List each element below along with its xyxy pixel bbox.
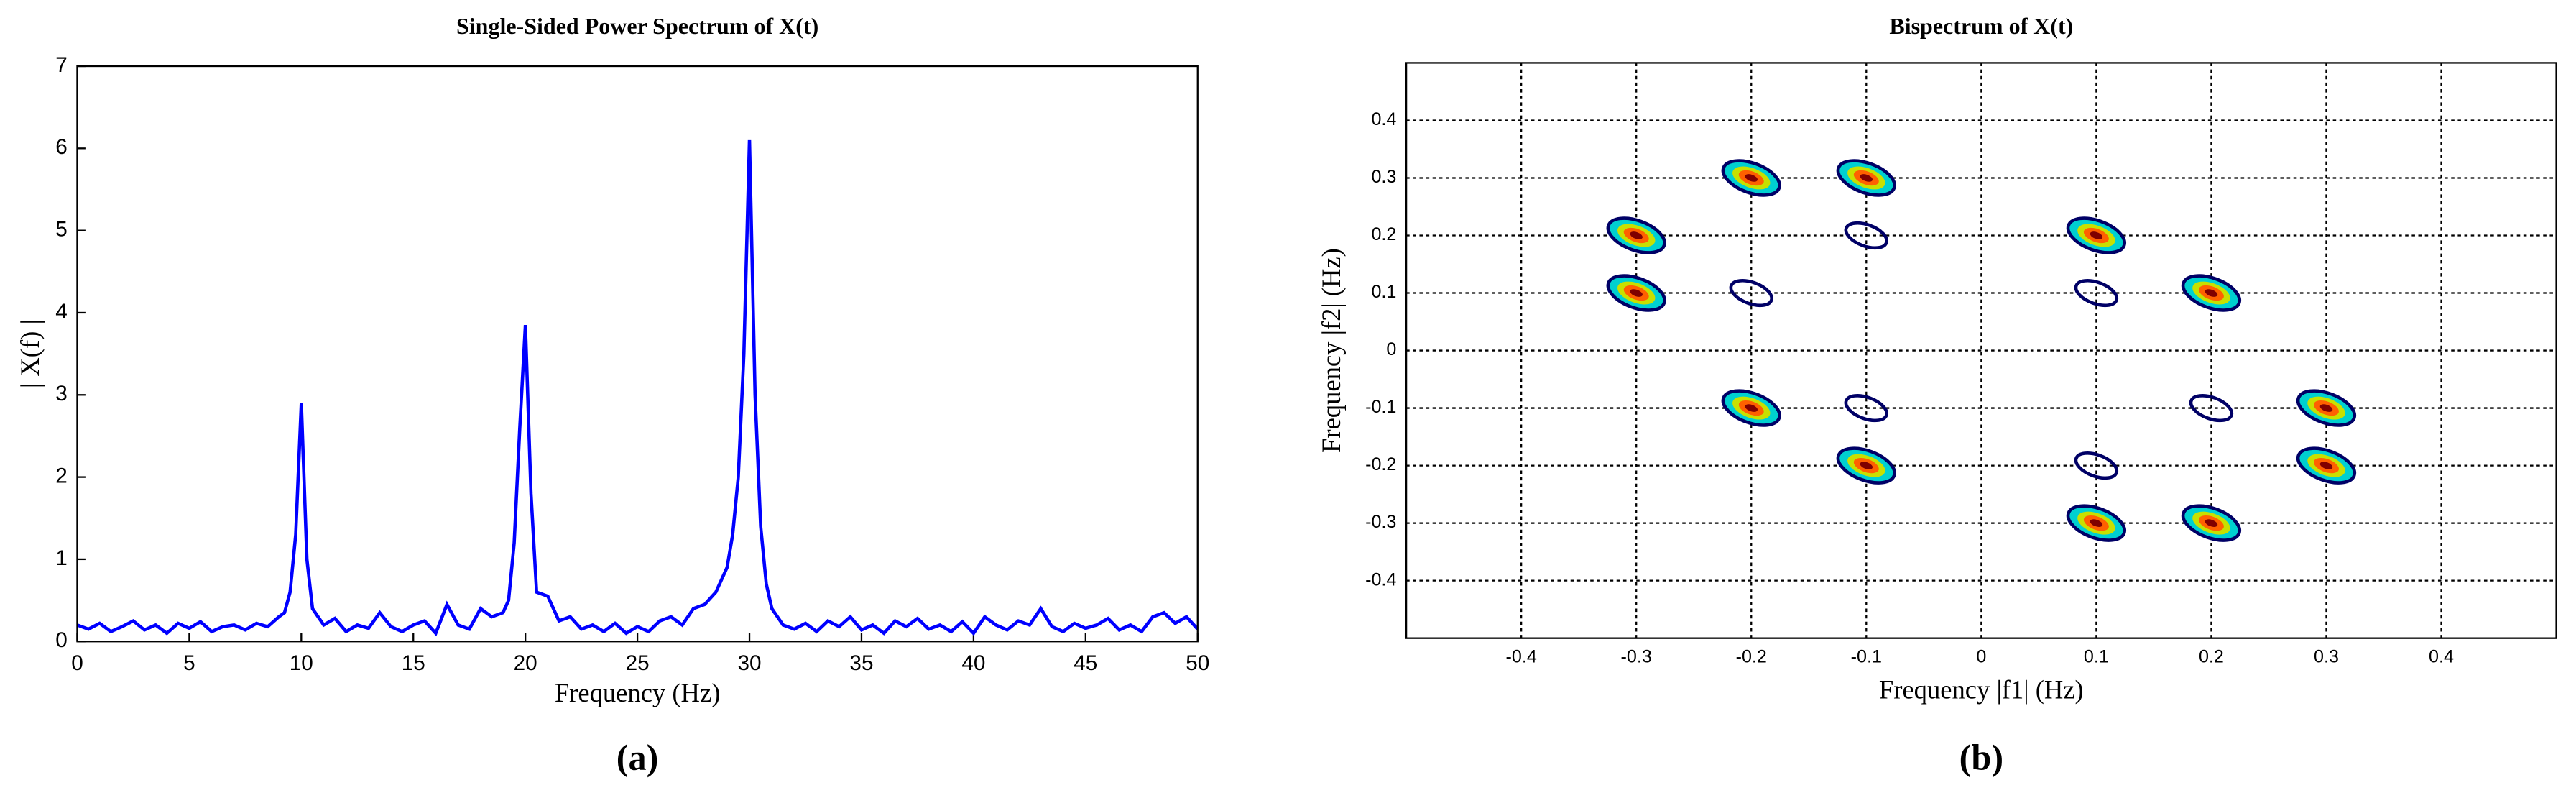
contour-core bbox=[2090, 519, 2103, 527]
bispectrum-peak bbox=[1606, 274, 1666, 312]
x-tick-label: 0 bbox=[71, 651, 83, 675]
y-tick-label: -0.2 bbox=[1365, 454, 1396, 474]
contour-weak bbox=[1844, 221, 1888, 250]
bispectrum-peak bbox=[1729, 278, 1773, 308]
y-tick-label: -0.4 bbox=[1365, 569, 1396, 590]
x-tick-label: 10 bbox=[290, 651, 313, 675]
contour-core bbox=[2090, 231, 2103, 239]
x-tick-label: 20 bbox=[514, 651, 537, 675]
x-tick-label: -0.1 bbox=[1851, 647, 1882, 667]
x-axis-label: Frequency (Hz) bbox=[555, 678, 721, 707]
x-tick-label: -0.4 bbox=[1506, 647, 1537, 667]
bispectrum-peak bbox=[2074, 451, 2119, 480]
y-tick-label: 5 bbox=[55, 217, 68, 241]
y-tick-label: 0.1 bbox=[1371, 282, 1396, 302]
bispectrum-peak bbox=[1844, 394, 1888, 423]
x-tick-label: 0 bbox=[1976, 647, 1986, 667]
chart: 0 5 10 15 20 25 30 35 40 45 5001234567Single-Sided… bbox=[15, 13, 1209, 778]
y-tick-label: 2 bbox=[55, 464, 68, 487]
contour-core bbox=[1630, 231, 1643, 239]
bispectrum-peak bbox=[1844, 221, 1888, 250]
x-tick-label: 30 bbox=[738, 651, 762, 675]
chart-title: Single-Sided Power Spectrum of X(t) bbox=[456, 13, 818, 39]
bispectrum-peak bbox=[2066, 216, 2126, 254]
x-tick-label: 0.1 bbox=[2084, 647, 2109, 667]
x-tick-label: 45 bbox=[1074, 651, 1097, 675]
y-tick-label: -0.3 bbox=[1365, 512, 1396, 532]
spectrum-line bbox=[76, 139, 1199, 637]
x-tick-label: 25 bbox=[626, 651, 650, 675]
y-tick-label: 4 bbox=[55, 300, 68, 324]
plot-frame bbox=[1405, 62, 2557, 639]
y-tick-label: 0 bbox=[1386, 339, 1396, 359]
x-tick-label: 0.3 bbox=[2314, 647, 2339, 667]
caption: (a) bbox=[617, 738, 659, 778]
x-tick-label: 5 bbox=[183, 651, 195, 675]
y-tick-label: 0.3 bbox=[1371, 167, 1396, 187]
y-tick-label: 6 bbox=[55, 135, 68, 159]
chart: -0.4 -0.3 -0.2 -0.1 0 0.1 0.2 0.3 0.4 -0.4 -0.3 -0.… bbox=[1316, 13, 2557, 778]
bispectrum-peak bbox=[2296, 446, 2357, 485]
y-tick-label: 0.4 bbox=[1371, 109, 1396, 129]
caption: (b) bbox=[1959, 738, 2003, 778]
contour-weak bbox=[1729, 278, 1773, 308]
contour-core bbox=[1745, 404, 1758, 412]
x-tick-label: 40 bbox=[961, 651, 985, 675]
x-tick-label: 0.2 bbox=[2199, 647, 2224, 667]
y-tick-label: 0.2 bbox=[1371, 224, 1396, 244]
bispectrum-peak bbox=[1721, 389, 1781, 427]
contour-weak bbox=[1844, 394, 1888, 423]
contour-core bbox=[1630, 289, 1643, 297]
contour-core bbox=[1860, 174, 1873, 182]
x-tick-label: 50 bbox=[1186, 651, 1209, 675]
bispectrum-peak bbox=[2189, 394, 2234, 423]
y-axis-label: | X(f) | bbox=[15, 319, 45, 388]
bispectrum-peak bbox=[2181, 274, 2242, 312]
contour-core bbox=[2319, 462, 2333, 469]
y-axis-label: Frequency |f2| (Hz) bbox=[1316, 248, 1346, 453]
x-tick-label: 15 bbox=[402, 651, 425, 675]
contour-core bbox=[2205, 519, 2218, 527]
contour-core bbox=[1860, 462, 1873, 469]
chart-title: Bispectrum of X(t) bbox=[1889, 13, 2073, 39]
y-tick-label: 0 bbox=[55, 628, 68, 652]
x-axis-label: Frequency |f1| (Hz) bbox=[1879, 675, 2084, 705]
x-tick-label: 0.4 bbox=[2429, 647, 2454, 667]
y-tick-label: 1 bbox=[55, 546, 68, 570]
contour-core bbox=[2205, 289, 2218, 297]
plot-area bbox=[77, 66, 1198, 642]
bispectrum-peak bbox=[2074, 278, 2119, 308]
bispectrum-peak bbox=[2066, 504, 2126, 542]
bispectrum-peak bbox=[1836, 446, 1896, 485]
bispectrum-peak bbox=[1606, 216, 1666, 254]
bispectrum-peak bbox=[2181, 504, 2242, 542]
contour-weak bbox=[2189, 394, 2234, 423]
y-tick-label: 7 bbox=[55, 53, 68, 77]
contour-weak bbox=[2074, 451, 2119, 480]
contour-core bbox=[2319, 404, 2333, 412]
x-tick-label: -0.3 bbox=[1621, 647, 1652, 667]
bispectrum-peak bbox=[1836, 159, 1896, 197]
bispectrum-peak bbox=[1721, 159, 1781, 197]
y-tick-label: -0.1 bbox=[1365, 397, 1396, 417]
x-tick-label: -0.2 bbox=[1736, 647, 1767, 667]
plot-frame bbox=[76, 65, 1199, 643]
x-tick-label: 35 bbox=[849, 651, 873, 675]
y-tick-label: 3 bbox=[55, 382, 68, 405]
contour-core bbox=[1745, 174, 1758, 182]
contour-weak bbox=[2074, 278, 2119, 308]
bispectrum-peak bbox=[2296, 389, 2357, 427]
